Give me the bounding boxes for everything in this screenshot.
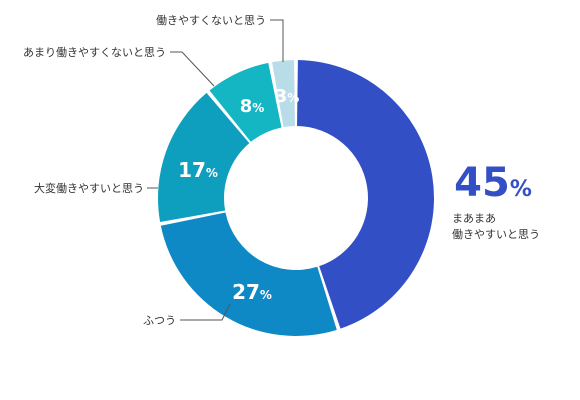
slice-percent-label: 8%: [240, 96, 265, 117]
slice-category-label: まあまあ: [452, 212, 496, 225]
slice-percent-label: 45%: [454, 160, 532, 206]
slice-category-label: 働きやすいと思う: [452, 228, 540, 241]
slice-category-label: ふつう: [143, 314, 176, 327]
leader-line: [270, 19, 284, 62]
donut-slice: [209, 62, 282, 142]
leader-line: [180, 303, 231, 321]
slice-percent-label: 3%: [275, 86, 300, 107]
slice-percent-label: 17%: [178, 158, 218, 182]
slice-category-label: 働きやすくないと思う: [156, 14, 266, 27]
slice-category-label: あまり働きやすくないと思う: [23, 46, 166, 59]
donut-slice: [158, 92, 250, 222]
leader-line: [170, 51, 215, 87]
donut-slice: [272, 60, 295, 128]
slice-category-label: 大変働きやすいと思う: [34, 181, 144, 195]
slice-percent-label: 27%: [232, 280, 272, 304]
donut-slice: [297, 60, 435, 329]
donut-slice: [160, 212, 337, 336]
